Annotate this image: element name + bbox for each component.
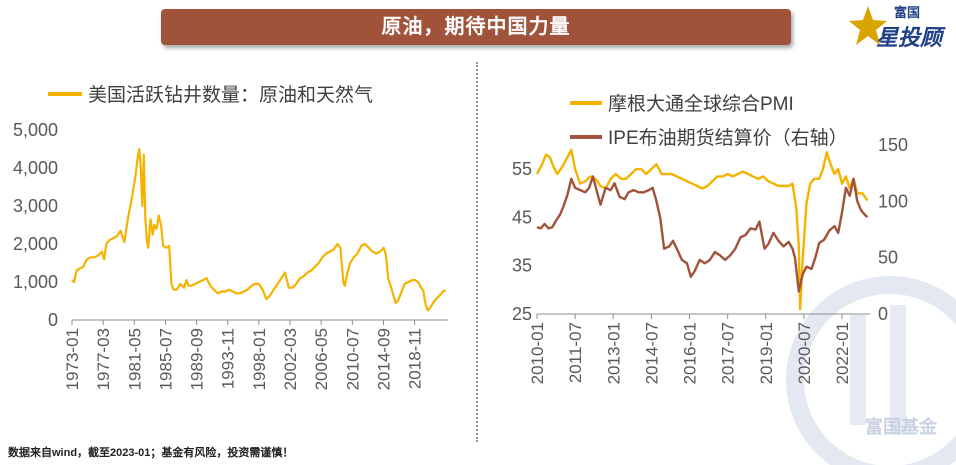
y-tick-label: 0	[48, 310, 58, 330]
x-tick-label: 2019-01	[757, 322, 776, 384]
x-tick-label: 2014-09	[374, 328, 393, 390]
y-right-tick-label: 0	[878, 304, 888, 324]
x-tick-label: 2006-05	[312, 328, 331, 390]
y-right-tick-label: 150	[878, 135, 908, 155]
series-line-ipe-brent	[536, 175, 869, 293]
y-left-tick-label: 25	[512, 304, 532, 324]
x-tick-label: 2013-01	[604, 322, 623, 384]
footer-note: 数据来自wind，截至2023-01；基金有风险，投资需谨慎！	[8, 447, 294, 459]
watermark-text: 富国基金	[865, 416, 938, 437]
watermark-logo: 富国基金	[786, 276, 956, 465]
x-tick-label: 2016-01	[681, 322, 700, 384]
y-tick-label: 5,000	[13, 120, 58, 140]
x-tick-label: 1993-11	[219, 328, 238, 389]
header-banner: 原油，期待中国力量	[161, 9, 791, 45]
x-tick-label: 2022-01	[833, 322, 852, 384]
rig-count-chart: 美国活跃钻井数量：原油和天然气 0 1,000 2,000 3,000 4,000 5,00…	[13, 84, 448, 390]
y-right-tick-label: 100	[878, 191, 908, 211]
logo-top-text: 富国	[894, 5, 921, 20]
x-tick-label: 2002-03	[281, 328, 300, 390]
series-line-rig-count	[71, 147, 447, 312]
y-right-tick-label: 50	[878, 248, 898, 268]
x-tick-label: 2018-11	[406, 328, 425, 389]
x-tick-label: 1977-03	[94, 328, 113, 390]
series-line-pmi	[535, 148, 869, 311]
x-tick-label: 2010-07	[343, 328, 362, 390]
x-tick-label: 2014-07	[642, 322, 661, 384]
y-tick-label: 3,000	[13, 196, 58, 216]
brand-logo: 富国 星投顾	[848, 2, 953, 52]
y-tick-label: 4,000	[13, 158, 58, 178]
legend-label-ipe: IPE布油期货结算价（右轴）	[608, 127, 848, 149]
y-left-tick-label: 55	[512, 159, 532, 179]
legend-label-pmi: 摩根大通全球综合PMI	[608, 93, 794, 115]
x-tick-label: 2017-07	[719, 322, 738, 384]
x-tick-label: 1998-01	[250, 328, 269, 390]
x-tick-label: 1973-01	[63, 328, 82, 390]
pmi-brent-chart: 摩根大通全球综合PMI IPE布油期货结算价（右轴） 25 35 45 55 0 50 100 1…	[512, 93, 908, 384]
x-tick-label: 1989-09	[188, 328, 207, 390]
star-icon	[849, 6, 887, 45]
page-title: 原油，期待中国力量	[381, 16, 571, 38]
y-left-tick-label: 35	[512, 256, 532, 276]
y-tick-label: 1,000	[13, 272, 58, 292]
x-tick-label: 2011-07	[566, 322, 585, 383]
x-tick-label: 2020-07	[795, 322, 814, 384]
x-tick-label: 1985-07	[156, 328, 175, 390]
x-tick-label: 2010-01	[528, 322, 547, 384]
logo-bottom-text: 星投顾	[876, 25, 943, 50]
y-tick-label: 2,000	[13, 234, 58, 254]
x-tick-label: 1981-05	[125, 328, 144, 390]
legend-label-rigs: 美国活跃钻井数量：原油和天然气	[88, 84, 373, 106]
y-left-tick-label: 45	[512, 207, 532, 227]
panel-divider	[476, 62, 478, 442]
